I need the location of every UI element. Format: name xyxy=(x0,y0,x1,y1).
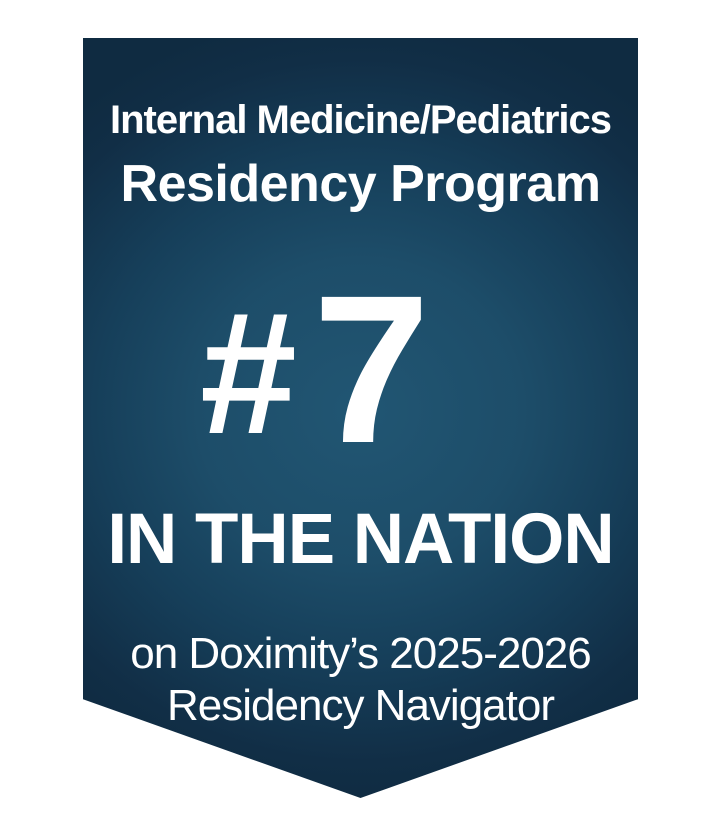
program-name-line2: Residency Program xyxy=(120,155,601,213)
rank-number: 7 xyxy=(312,251,431,487)
source-attribution-line2: Residency Navigator xyxy=(167,681,555,730)
rank-hash-symbol: # xyxy=(200,275,297,470)
rank-group: # 7 xyxy=(200,264,430,475)
rank-context-text: IN THE NATION xyxy=(107,500,614,579)
award-pennant-banner: Internal Medicine/Pediatrics Residency P… xyxy=(83,38,638,798)
program-name-line1: Internal Medicine/Pediatrics xyxy=(109,98,612,142)
source-attribution-line1: on Doximity’s 2025-2026 xyxy=(130,629,591,678)
